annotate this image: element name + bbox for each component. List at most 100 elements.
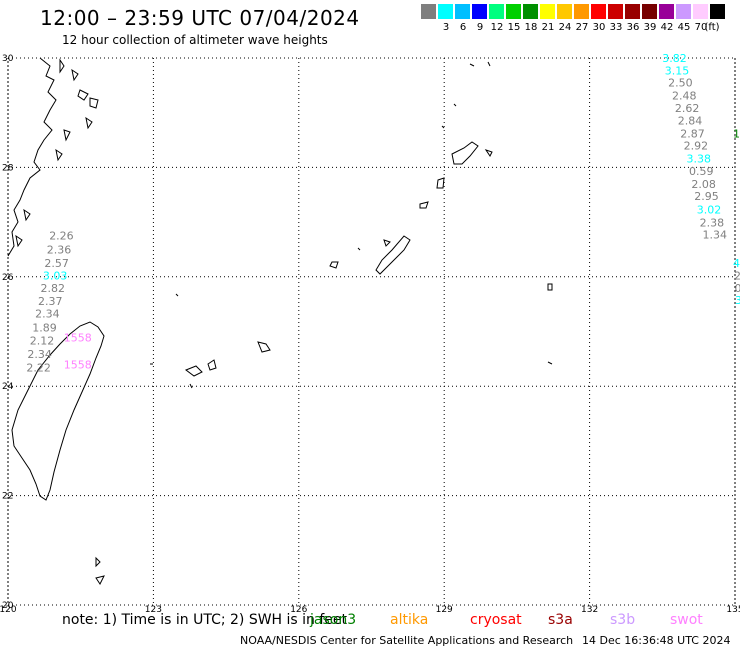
legend-label: 24	[558, 22, 572, 33]
wave-height-label: 2.92	[684, 139, 709, 152]
lon-tick-label: 129	[436, 605, 453, 615]
wave-height-label: 2.26	[49, 230, 74, 243]
lat-lon-grid	[7, 57, 736, 606]
legend-swatch	[676, 4, 692, 19]
wave-height-label: 2.87	[680, 127, 705, 140]
lon-tick-label: 132	[581, 605, 598, 615]
legend-label: 18	[524, 22, 538, 33]
legend-swatch	[472, 4, 488, 19]
legend-label: 39	[643, 22, 657, 33]
satellite-swot: swot	[670, 612, 703, 628]
satellite-s3a: s3a	[548, 612, 573, 628]
legend-swatch	[506, 4, 522, 19]
wave-height-label: 1558	[64, 331, 92, 344]
credit-line: NOAA/NESDIS Center for Satellite Applica…	[240, 634, 574, 647]
legend-label: 42	[660, 22, 674, 33]
lat-tick-label: 30	[2, 54, 14, 64]
title: 12:00 – 23:59 UTC 07/04/2024	[40, 6, 360, 30]
satellite-jason3: jason3	[310, 612, 357, 628]
wave-height-label: 3.82	[662, 52, 687, 65]
legend-swatch	[625, 4, 641, 19]
wave-height-label: 3	[735, 294, 740, 307]
legend-label: 70	[694, 22, 708, 33]
lon-tick-label: 126	[290, 605, 307, 615]
lat-tick-label: 26	[2, 273, 14, 283]
wave-height-label: 2.34	[27, 348, 51, 361]
legend-label: 3	[442, 22, 450, 33]
wave-height-label: 2.9	[734, 270, 740, 283]
legend-label: 9	[476, 22, 484, 33]
coastline-amami	[451, 141, 479, 165]
legend-unit: (ft)	[704, 22, 720, 33]
wave-height-label: 1558	[64, 359, 92, 372]
generation-timestamp: 14 Dec 16:36:48 UTC 2024	[582, 634, 731, 647]
legend-swatch	[591, 4, 607, 19]
legend-swatch	[642, 4, 658, 19]
wave-height-label: 2.95	[694, 190, 719, 203]
wave-height-label: 185	[733, 127, 740, 140]
legend-label: 27	[575, 22, 589, 33]
legend-swatch	[659, 4, 675, 19]
coastline-okinawa	[375, 235, 411, 275]
legend-label: 15	[507, 22, 521, 33]
wave-height-label: 3.15	[665, 64, 690, 77]
wave-height-label: 1.89	[32, 322, 57, 335]
axis-ticks: 120 123 126 129 132 135 30 28 26 24 22 20	[0, 54, 740, 615]
wave-height-label: 2.34	[35, 307, 60, 320]
legend-swatch	[608, 4, 624, 19]
legend-swatch	[557, 4, 573, 19]
lat-tick-label: 24	[2, 382, 14, 392]
wave-height-label: 2.82	[40, 282, 65, 295]
wave-height-label: 2.37	[38, 295, 63, 308]
wave-height-label: 2.84	[678, 115, 703, 128]
coastline-china	[7, 57, 57, 257]
legend-swatch	[489, 4, 505, 19]
coastline-taiwan	[11, 321, 105, 501]
lat-tick-label: 28	[2, 163, 14, 173]
wave-height-label: 4.8	[733, 257, 740, 270]
wave-height-label: 2.62	[675, 102, 700, 115]
lon-tick-label: 123	[145, 605, 162, 615]
wave-height-label: 0.59	[689, 165, 714, 178]
lat-tick-label: 20	[2, 601, 14, 611]
legend-swatch	[438, 4, 454, 19]
satellite-cryosat: cryosat	[470, 612, 522, 628]
wave-height-label: 3.02	[697, 203, 722, 216]
legend-label: 12	[490, 22, 504, 33]
footer-note: note: 1) Time is in UTC; 2) SWH is in fe…	[62, 612, 348, 628]
lat-tick-label: 22	[2, 492, 13, 502]
legend-swatch	[710, 4, 726, 19]
legend-label: 30	[592, 22, 606, 33]
coastline-miyako	[257, 341, 271, 353]
wave-height-label: 3.38	[687, 152, 712, 165]
legend-label: 33	[609, 22, 623, 33]
subtitle: 12 hour collection of altimeter wave hei…	[62, 33, 328, 47]
lon-tick-label: 120	[0, 605, 17, 615]
map-frame	[7, 57, 736, 606]
wave-height-label: 2.36	[47, 243, 71, 256]
coastlines	[7, 57, 553, 585]
legend-label: 45	[677, 22, 691, 33]
legend-swatch	[421, 4, 437, 19]
satellite-altika: altika	[390, 612, 429, 628]
legend-label: 6	[459, 22, 467, 33]
wave-height-label: 2.48	[672, 90, 697, 103]
wave-height-label: 2.50	[668, 76, 693, 89]
legend-swatch	[693, 4, 709, 19]
wave-height-label: 3.03	[43, 270, 67, 283]
wave-height-label: 2.08	[691, 178, 716, 191]
altimeter-tracks: 2.262.362.573.032.822.372.341.892.122.34…	[26, 52, 740, 375]
wave-height-label: 2.22	[26, 361, 51, 374]
satellite-s3b: s3b	[610, 612, 636, 628]
legend-swatch	[574, 4, 590, 19]
legend-swatch	[455, 4, 471, 19]
wave-height-label: 2.57	[44, 257, 69, 270]
legend-swatch	[523, 4, 539, 19]
lon-tick-label: 135	[726, 605, 740, 615]
legend-swatch	[540, 4, 556, 19]
wave-height-label: 0.	[735, 282, 740, 295]
legend-label: 21	[541, 22, 555, 33]
wave-height-label: 1.34	[703, 229, 728, 242]
legend-label: 36	[626, 22, 640, 33]
